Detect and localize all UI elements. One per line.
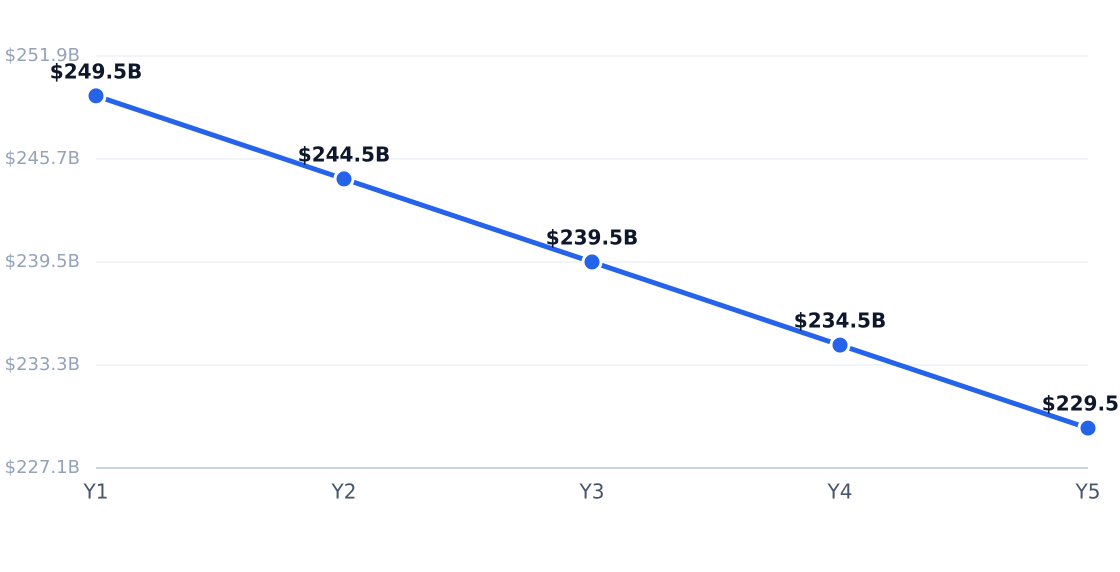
x-tick-label: Y3 — [579, 480, 605, 504]
y-tick-label: $233.3B — [5, 354, 80, 375]
x-tick-label: Y4 — [827, 480, 853, 504]
value-label: $229.5B — [1042, 392, 1120, 416]
x-tick-label: Y1 — [83, 480, 109, 504]
point — [333, 168, 355, 190]
value-label: $244.5B — [298, 142, 390, 166]
x-tick-label: Y2 — [331, 480, 357, 504]
value-label: $239.5B — [546, 226, 638, 250]
y-tick-label: $239.5B — [5, 251, 80, 272]
point — [581, 251, 603, 273]
y-tick-label: $227.1B — [5, 457, 80, 478]
point — [85, 85, 107, 107]
value-label: $249.5B — [50, 59, 142, 83]
x-tick-label: Y5 — [1075, 480, 1101, 504]
value-label: $234.5B — [794, 309, 886, 333]
point — [1077, 417, 1099, 439]
y-tick-label: $251.9B — [5, 45, 80, 66]
point — [829, 334, 851, 356]
y-tick-label: $245.7B — [5, 148, 80, 169]
